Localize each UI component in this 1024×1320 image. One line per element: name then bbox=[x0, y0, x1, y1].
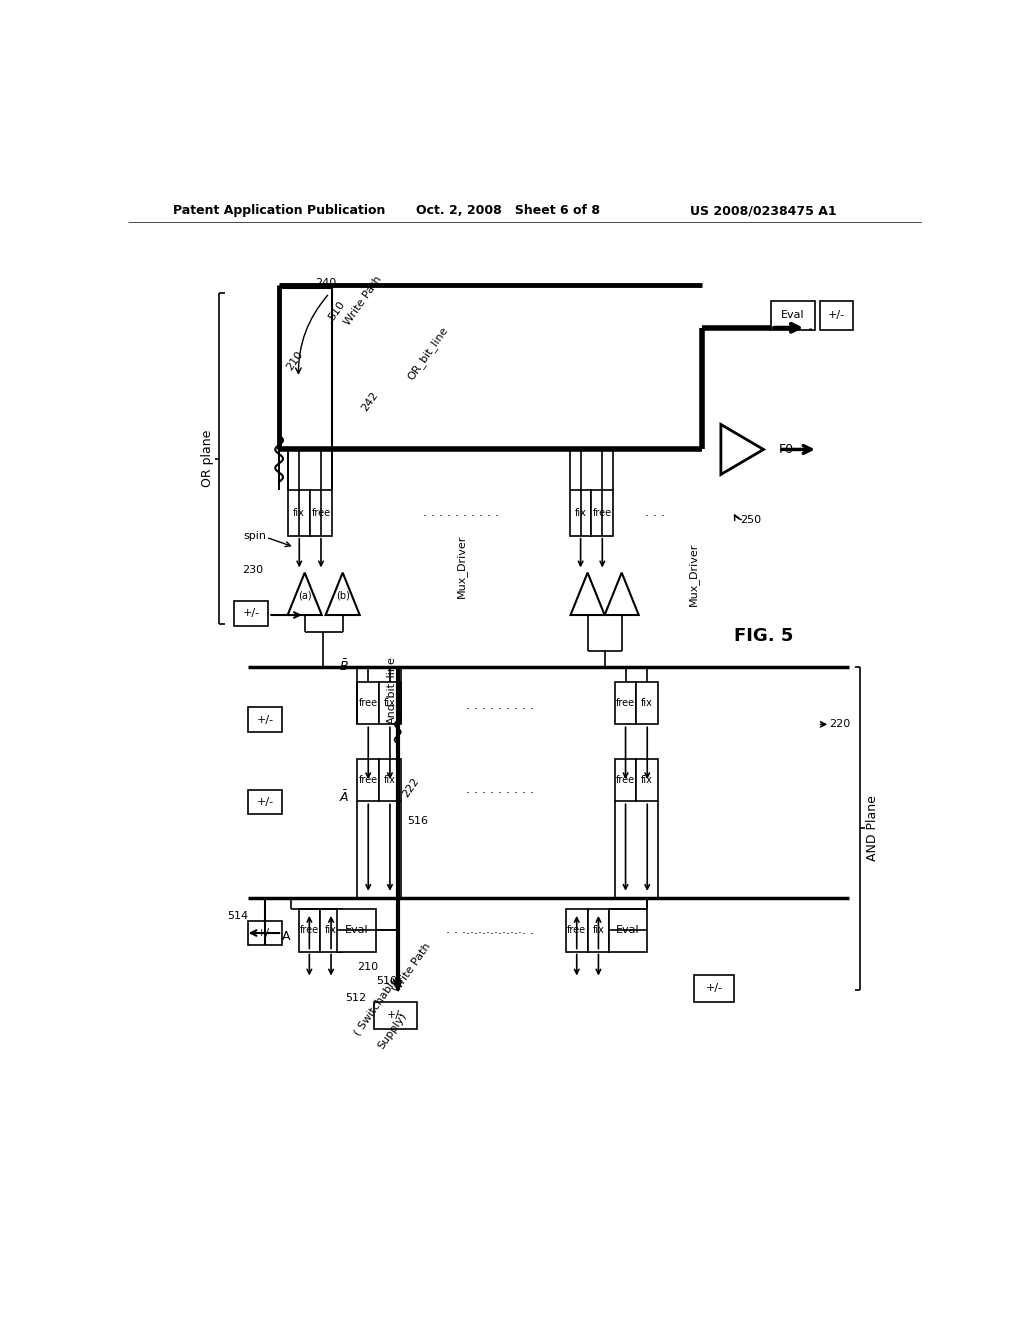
Text: . . .: . . . bbox=[645, 506, 665, 519]
Text: fix: fix bbox=[593, 925, 604, 936]
Text: Mux_Driver: Mux_Driver bbox=[456, 535, 467, 598]
Text: 240: 240 bbox=[315, 279, 336, 288]
Bar bbox=[771, 301, 815, 330]
Text: . . . . . . . . .: . . . . . . . . . bbox=[466, 783, 534, 796]
Text: F0: F0 bbox=[779, 444, 795, 455]
Text: spin: spin bbox=[243, 531, 266, 541]
Text: 220: 220 bbox=[829, 719, 851, 730]
Text: 242: 242 bbox=[359, 391, 380, 413]
Text: fix: fix bbox=[641, 775, 653, 785]
Text: free: free bbox=[311, 508, 331, 517]
Text: free: free bbox=[300, 925, 318, 936]
Text: OR plane: OR plane bbox=[202, 430, 214, 487]
Text: (b): (b) bbox=[336, 591, 349, 601]
Text: +/-: +/- bbox=[243, 609, 260, 619]
Text: ( Switchable: ( Switchable bbox=[352, 975, 400, 1038]
Bar bbox=[248, 789, 283, 814]
Bar bbox=[289, 490, 310, 536]
Text: Mux_Driver: Mux_Driver bbox=[688, 543, 699, 606]
Bar bbox=[299, 909, 321, 952]
Bar bbox=[357, 682, 379, 725]
Text: free: free bbox=[567, 925, 587, 936]
Text: FIG. 5: FIG. 5 bbox=[734, 627, 794, 644]
Text: free: free bbox=[358, 698, 378, 708]
Text: fix: fix bbox=[293, 508, 305, 517]
Text: fix: fix bbox=[325, 925, 337, 936]
Text: OR_bit_line: OR_bit_line bbox=[406, 325, 451, 381]
Bar bbox=[357, 759, 379, 801]
Text: 512: 512 bbox=[345, 994, 367, 1003]
Text: fix: fix bbox=[384, 698, 396, 708]
Bar bbox=[375, 1002, 417, 1030]
Bar bbox=[566, 909, 588, 952]
Text: 516: 516 bbox=[407, 816, 428, 825]
Bar bbox=[693, 974, 734, 1002]
Text: +/-: +/- bbox=[257, 928, 273, 939]
Text: +/-: +/- bbox=[387, 1010, 403, 1020]
Text: Oct. 2, 2008   Sheet 6 of 8: Oct. 2, 2008 Sheet 6 of 8 bbox=[416, 205, 600, 218]
Text: free: free bbox=[616, 775, 635, 785]
Text: 510: 510 bbox=[376, 975, 397, 986]
Text: +/-: +/- bbox=[257, 797, 273, 807]
Text: free: free bbox=[616, 698, 635, 708]
Text: 510: 510 bbox=[327, 300, 347, 322]
Bar bbox=[321, 909, 342, 952]
Text: 250: 250 bbox=[740, 515, 762, 525]
Bar bbox=[280, 288, 332, 449]
Bar bbox=[614, 759, 636, 801]
Bar bbox=[608, 909, 647, 952]
Bar bbox=[248, 708, 283, 733]
Text: $\bar{B}$: $\bar{B}$ bbox=[339, 659, 349, 675]
Text: Eval: Eval bbox=[781, 310, 805, 321]
Bar bbox=[234, 601, 268, 626]
Text: fix: fix bbox=[641, 698, 653, 708]
Text: $\bar{A}$: $\bar{A}$ bbox=[339, 789, 349, 805]
Bar bbox=[310, 490, 332, 536]
Text: +/-: +/- bbox=[706, 983, 723, 994]
Bar bbox=[588, 909, 609, 952]
Text: 210: 210 bbox=[285, 348, 305, 372]
Bar bbox=[636, 682, 658, 725]
Text: AND Plane: AND Plane bbox=[865, 796, 879, 861]
Text: A: A bbox=[283, 929, 291, 942]
Text: Patent Application Publication: Patent Application Publication bbox=[173, 205, 385, 218]
Text: Eval: Eval bbox=[345, 925, 369, 935]
Text: +/-: +/- bbox=[257, 714, 273, 725]
Text: Eval: Eval bbox=[616, 925, 640, 935]
Text: Write Path: Write Path bbox=[342, 275, 383, 327]
Bar bbox=[592, 490, 613, 536]
Text: 210: 210 bbox=[356, 962, 378, 972]
Text: 230: 230 bbox=[243, 565, 263, 576]
Text: 222: 222 bbox=[400, 776, 421, 799]
Text: Write Path: Write Path bbox=[391, 941, 432, 994]
Bar bbox=[248, 921, 283, 945]
Bar bbox=[820, 301, 853, 330]
Text: (a): (a) bbox=[298, 591, 311, 601]
Bar bbox=[636, 759, 658, 801]
Text: +/-: +/- bbox=[827, 310, 845, 321]
Text: free: free bbox=[358, 775, 378, 785]
Bar bbox=[569, 490, 592, 536]
Bar bbox=[337, 909, 376, 952]
Text: . . . . . . . . . .: . . . . . . . . . . bbox=[446, 924, 522, 936]
Bar bbox=[379, 759, 400, 801]
Text: US 2008/0238475 A1: US 2008/0238475 A1 bbox=[690, 205, 837, 218]
Bar bbox=[614, 682, 636, 725]
Text: free: free bbox=[593, 508, 612, 517]
Text: . . . . . . . . . .: . . . . . . . . . . bbox=[423, 506, 500, 519]
Text: . . . . . . . . .: . . . . . . . . . bbox=[466, 924, 534, 937]
Text: 514: 514 bbox=[227, 911, 248, 921]
Text: . . . . . . . . .: . . . . . . . . . bbox=[466, 698, 534, 711]
Text: Supply): Supply) bbox=[376, 1010, 409, 1051]
Text: And_bit_line: And_bit_line bbox=[386, 656, 397, 725]
Text: fix: fix bbox=[574, 508, 587, 517]
Text: fix: fix bbox=[384, 775, 396, 785]
Bar bbox=[379, 682, 400, 725]
